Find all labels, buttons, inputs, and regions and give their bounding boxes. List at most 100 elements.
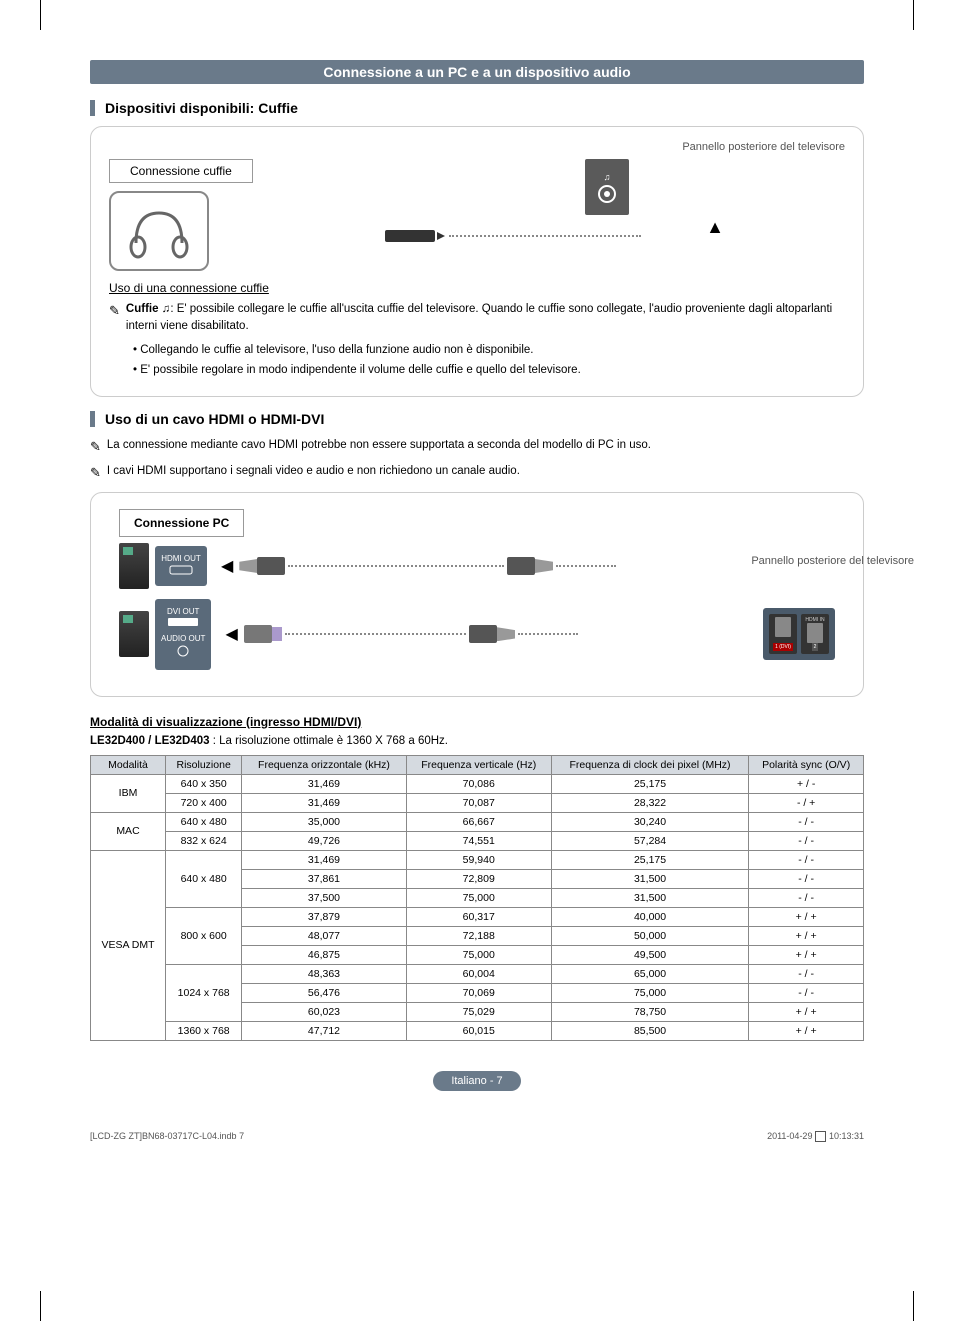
table-title: Modalità di visualizzazione (ingresso HD… xyxy=(90,715,864,729)
data-cell: 40,000 xyxy=(551,907,748,926)
dvi-row: DVI OUT AUDIO OUT ◀ 1 (DVI) HDMI IN 2 xyxy=(119,599,835,670)
resolution-table: Modalità Risoluzione Frequenza orizzonta… xyxy=(90,755,864,1041)
data-cell: + / + xyxy=(749,926,864,945)
data-cell: 49,726 xyxy=(242,831,406,850)
table-header: Modalità xyxy=(91,755,166,774)
data-cell: 75,000 xyxy=(406,888,551,907)
data-cell: 66,667 xyxy=(406,812,551,831)
hdmi-panel: Connessione PC HDMI OUT ◀ Pannello poste… xyxy=(90,492,864,697)
data-cell: 31,469 xyxy=(242,774,406,793)
resolution-cell: 720 x 400 xyxy=(165,793,241,812)
data-cell: - / - xyxy=(749,850,864,869)
hdmi-plug-icon xyxy=(507,557,553,575)
data-cell: 59,940 xyxy=(406,850,551,869)
footer-meta: [LCD-ZG ZT]BN68-03717C-L04.indb 7 2011-0… xyxy=(90,1131,864,1142)
headphone-jack-port: ♫ xyxy=(585,159,629,215)
subsection-headphones: Dispositivi disponibili: Cuffie xyxy=(90,100,864,116)
data-cell: + / + xyxy=(749,1002,864,1021)
table-row: 800 x 60037,87960,31740,000+ / + xyxy=(91,907,864,926)
table-row: VESA DMT640 x 48031,46959,94025,175- / - xyxy=(91,850,864,869)
print-date: 2011-04-29 xyxy=(767,1131,815,1141)
subsection-hdmi: Uso di un cavo HDMI o HDMI-DVI xyxy=(90,411,864,427)
table-row: MAC640 x 48035,00066,66730,240- / - xyxy=(91,812,864,831)
headphone-icon xyxy=(109,191,209,271)
data-cell: 37,500 xyxy=(242,888,406,907)
data-cell: - / - xyxy=(749,983,864,1002)
resolution-cell: 640 x 350 xyxy=(165,774,241,793)
data-cell: 37,879 xyxy=(242,907,406,926)
data-cell: 30,240 xyxy=(551,812,748,831)
data-cell: 60,015 xyxy=(406,1021,551,1040)
note-bold: Cuffie xyxy=(126,303,159,315)
hdmi-slot-2: HDMI IN 2 xyxy=(801,614,829,654)
data-cell: 37,861 xyxy=(242,869,406,888)
data-cell: 31,469 xyxy=(242,793,406,812)
data-cell: 28,322 xyxy=(551,793,748,812)
data-cell: - / - xyxy=(749,888,864,907)
data-cell: 60,317 xyxy=(406,907,551,926)
data-cell: 65,000 xyxy=(551,964,748,983)
pc-tower-icon xyxy=(119,611,149,657)
bullet-list: Collegando le cuffie al televisore, l'us… xyxy=(109,342,845,380)
data-cell: - / - xyxy=(749,812,864,831)
data-cell: 60,023 xyxy=(242,1002,406,1021)
arrow-left-icon: ◀ xyxy=(221,556,233,576)
data-cell: 49,500 xyxy=(551,945,748,964)
note-icon: ✎ xyxy=(90,437,101,457)
resolution-cell: 800 x 600 xyxy=(165,907,241,964)
note-row: ✎ I cavi HDMI supportano i segnali video… xyxy=(90,463,864,483)
note-row: ✎ La connessione mediante cavo HDMI potr… xyxy=(90,437,864,457)
data-cell: 74,551 xyxy=(406,831,551,850)
data-cell: 31,500 xyxy=(551,869,748,888)
resolution-cell: 640 x 480 xyxy=(165,850,241,907)
table-description: LE32D400 / LE32D403 : La risoluzione ott… xyxy=(90,735,864,747)
headphone-port-icon: ♫ xyxy=(604,172,611,182)
hdmi-slot-1: 1 (DVI) xyxy=(769,614,797,654)
note-icon: ✎ xyxy=(109,301,120,321)
mode-cell: VESA DMT xyxy=(91,850,166,1040)
data-cell: + / + xyxy=(749,907,864,926)
table-header: Frequenza verticale (Hz) xyxy=(406,755,551,774)
dvi-out-label: DVI OUT AUDIO OUT xyxy=(155,599,211,670)
mode-cell: IBM xyxy=(91,774,166,812)
resolution-cell: 832 x 624 xyxy=(165,831,241,850)
table-row: 720 x 40031,46970,08728,322- / + xyxy=(91,793,864,812)
hdmi-out-label: HDMI OUT xyxy=(155,546,207,586)
hdmi-plug-icon xyxy=(469,625,515,643)
data-cell: + / + xyxy=(749,945,864,964)
data-cell: 85,500 xyxy=(551,1021,748,1040)
data-cell: 25,175 xyxy=(551,850,748,869)
dvi-plug-icon xyxy=(244,625,282,643)
data-cell: 35,000 xyxy=(242,812,406,831)
bullet-item: E' possibile regolare in modo indipenden… xyxy=(133,362,845,379)
hdmi-row: HDMI OUT ◀ Pannello posteriore del telev… xyxy=(119,543,835,589)
file-name: [LCD-ZG ZT]BN68-03717C-L04.indb 7 xyxy=(90,1131,244,1142)
usage-title: Uso di una connessione cuffie xyxy=(109,281,845,295)
tv-back-label: Pannello posteriore del televisore xyxy=(751,555,914,567)
data-cell: + / + xyxy=(749,1021,864,1040)
data-cell: 46,875 xyxy=(242,945,406,964)
pc-connection-label: Connessione PC xyxy=(119,509,244,537)
cable-plug-icon xyxy=(385,230,445,242)
note-text: : E' possibile collegare le cuffie all'u… xyxy=(126,303,832,332)
table-header: Risoluzione xyxy=(165,755,241,774)
table-row: IBM640 x 35031,46970,08625,175+ / - xyxy=(91,774,864,793)
note-text: La connessione mediante cavo HDMI potreb… xyxy=(107,437,651,454)
data-cell: 56,476 xyxy=(242,983,406,1002)
data-cell: - / - xyxy=(749,831,864,850)
tv-back-label: Pannello posteriore del televisore xyxy=(109,141,845,153)
pc-tower-icon xyxy=(119,543,149,589)
table-header: Frequenza orizzontale (kHz) xyxy=(242,755,406,774)
print-time: 10:13:31 xyxy=(815,1131,864,1141)
data-cell: 47,712 xyxy=(242,1021,406,1040)
subsection-title: Uso di un cavo HDMI o HDMI-DVI xyxy=(105,411,324,427)
data-cell: 48,363 xyxy=(242,964,406,983)
tv-hdmi-ports: 1 (DVI) HDMI IN 2 xyxy=(763,608,835,660)
table-row: 1024 x 76848,36360,00465,000- / - xyxy=(91,964,864,983)
bullet-item: Collegando le cuffie al televisore, l'us… xyxy=(133,342,845,359)
note-icon: ✎ xyxy=(90,463,101,483)
data-cell: 50,000 xyxy=(551,926,748,945)
data-cell: 75,000 xyxy=(406,945,551,964)
data-cell: 72,188 xyxy=(406,926,551,945)
hdmi-plug-icon xyxy=(239,557,285,575)
